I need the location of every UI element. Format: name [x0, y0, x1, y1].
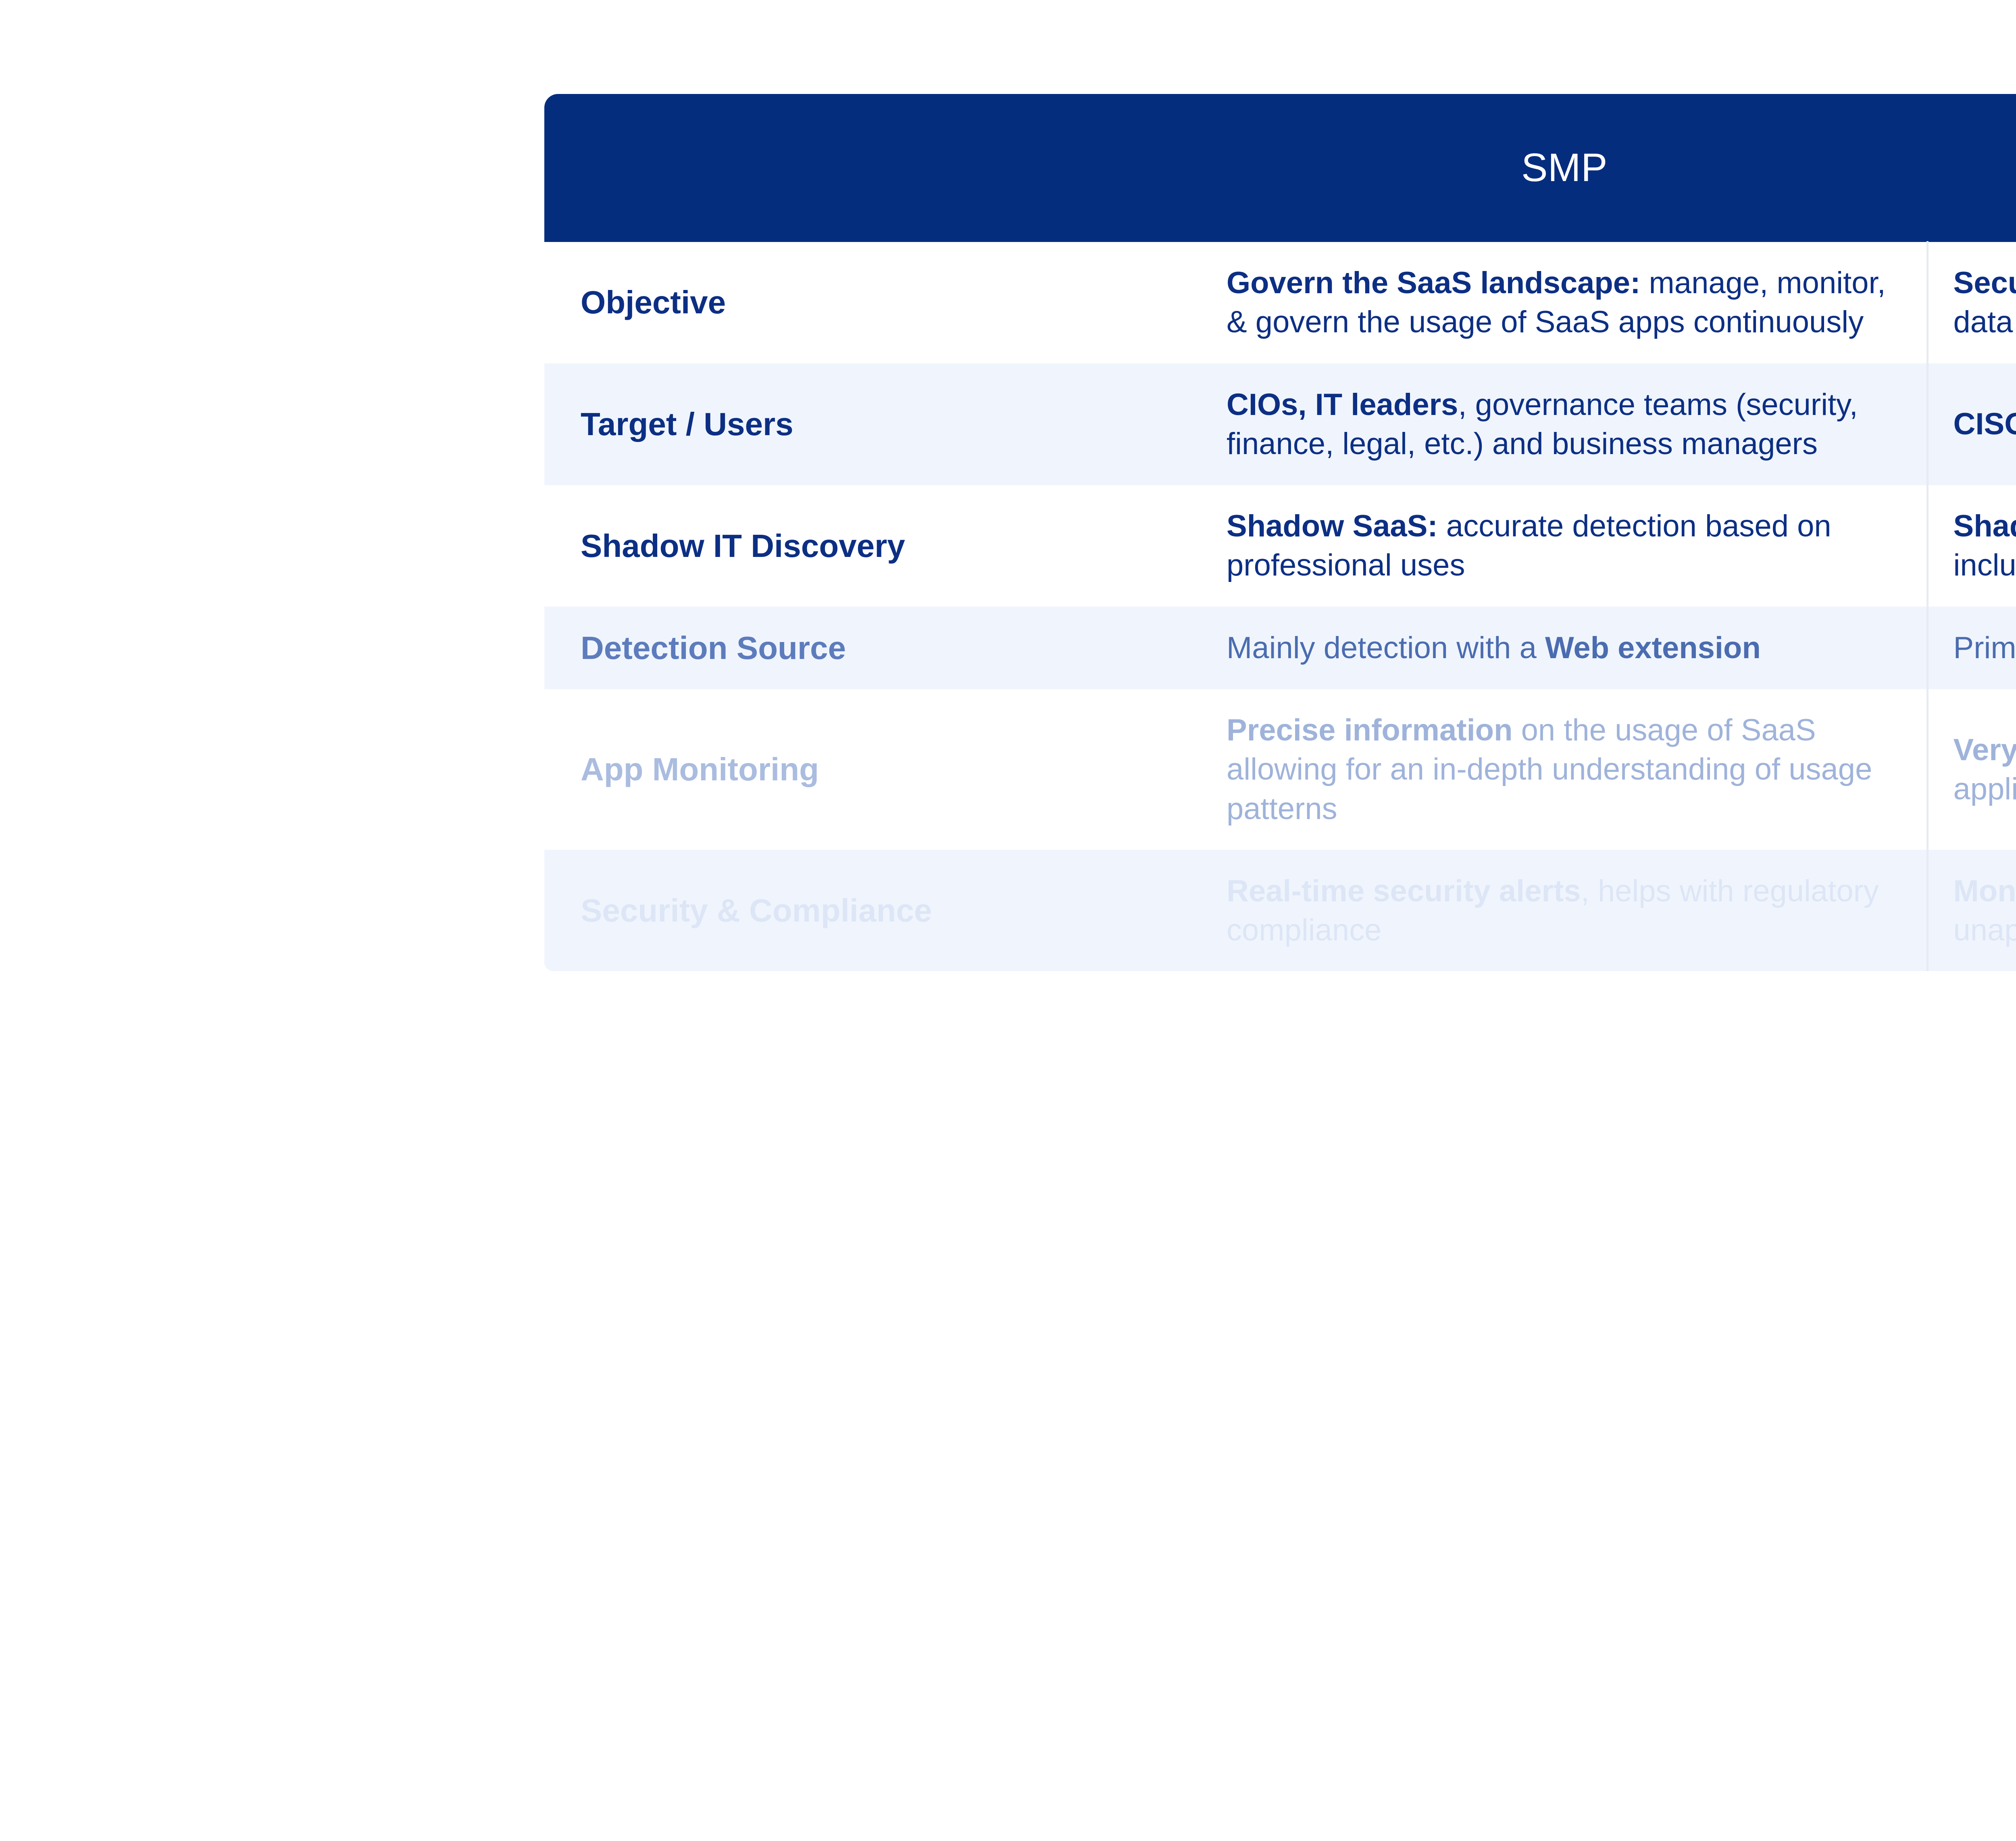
cell-emphasis: Monitoring: [1953, 874, 2016, 908]
cell-emphasis: Govern the SaaS landscape:: [1227, 266, 1641, 300]
table-row: Objective Govern the SaaS landscape: man…: [544, 242, 2016, 364]
row-cell-casb: Shadow Cloud: often imprecise and noisy …: [1926, 485, 2016, 607]
row-feature-label: Objective: [544, 242, 1202, 364]
cell-emphasis: Shadow SaaS:: [1227, 509, 1438, 544]
table-header: SMP CASB: [544, 94, 2016, 242]
row-feature-label: Security & Compliance: [544, 850, 1202, 971]
table-row: Shadow IT Discovery Shadow SaaS: accurat…: [544, 485, 2016, 607]
cell-text-2: unapproved access: [1953, 913, 2016, 948]
table-row: Target / Users CIOs, IT leaders, governa…: [544, 363, 2016, 485]
table-row: App Monitoring Precise information on th…: [544, 689, 2016, 850]
row-feature-label: Target / Users: [544, 363, 1202, 485]
table-row: Detection Source Mainly detection with a…: [544, 607, 2016, 689]
column-header-smp: SMP: [1202, 94, 1927, 242]
table-body: Objective Govern the SaaS landscape: man…: [544, 242, 2016, 971]
cell-emphasis: CIOs, IT leaders: [1227, 387, 1458, 422]
row-feature-label: Shadow IT Discovery: [544, 485, 1202, 607]
cell-text: , helps with regulatory compliance: [1227, 874, 1879, 948]
row-feature-label: Detection Source: [544, 607, 1202, 689]
cell-text: Mainly detection with a: [1227, 630, 1545, 665]
row-cell-casb: Very little or no information on the usa…: [1926, 689, 2016, 850]
row-cell-smp: Real-time security alerts, helps with re…: [1202, 850, 1927, 971]
row-feature-label: App Monitoring: [544, 689, 1202, 850]
cell-emphasis: Shadow Cloud:: [1953, 509, 2016, 544]
cell-text: access and data: [1953, 305, 2013, 340]
cell-text: often imprecise and noisy - including pr…: [1953, 548, 2016, 583]
cell-text: Primarily based: [1953, 630, 2016, 665]
cell-text: , governance teams (security, finance, l…: [1227, 387, 1858, 461]
row-cell-smp: Shadow SaaS: accurate detection based on…: [1202, 485, 1927, 607]
table-row: Security & Compliance Real-time security…: [544, 850, 2016, 971]
cell-text: manage, monitor, & govern the usage of S…: [1227, 266, 1886, 340]
cell-emphasis: Security of the Cloud ecosystem:: [1953, 266, 2016, 300]
column-header-casb: CASB: [1927, 94, 2016, 242]
row-cell-casb: Primarily based on logs: [1926, 607, 2016, 689]
smp-vs-casb-comparison-table: SMP CASB Objective Govern the SaaS lands…: [544, 94, 2016, 971]
row-cell-smp: Mainly detection with a Web extension: [1202, 607, 1927, 689]
cell-text: information on the usage of SaaS applica…: [1953, 772, 2016, 807]
row-cell-casb: Monitoring of risky behaviors, blocking …: [1926, 850, 2016, 971]
header-row: SMP CASB: [544, 94, 2016, 242]
row-cell-smp: Precise information on the usage of SaaS…: [1202, 689, 1927, 850]
row-cell-casb: CISO, IT Security teams: [1926, 363, 2016, 485]
cell-text: accurate detection based on professional…: [1227, 509, 1831, 583]
cell-emphasis: Very little or no: [1953, 732, 2016, 767]
cell-emphasis: CISO, IT Security teams: [1953, 407, 2016, 442]
cell-emphasis: Real-time security alerts: [1227, 874, 1581, 908]
cell-text: on the usage of SaaS allowing for an in-…: [1227, 713, 1872, 826]
cell-emphasis: Precise information: [1227, 713, 1513, 748]
row-cell-smp: CIOs, IT leaders, governance teams (secu…: [1202, 363, 1927, 485]
row-cell-casb: Security of the Cloud ecosystem: access …: [1926, 242, 2016, 364]
column-header-feature: [544, 94, 1202, 242]
row-cell-smp: Govern the SaaS landscape: manage, monit…: [1202, 242, 1927, 364]
cell-emphasis: Web extension: [1545, 630, 1761, 665]
